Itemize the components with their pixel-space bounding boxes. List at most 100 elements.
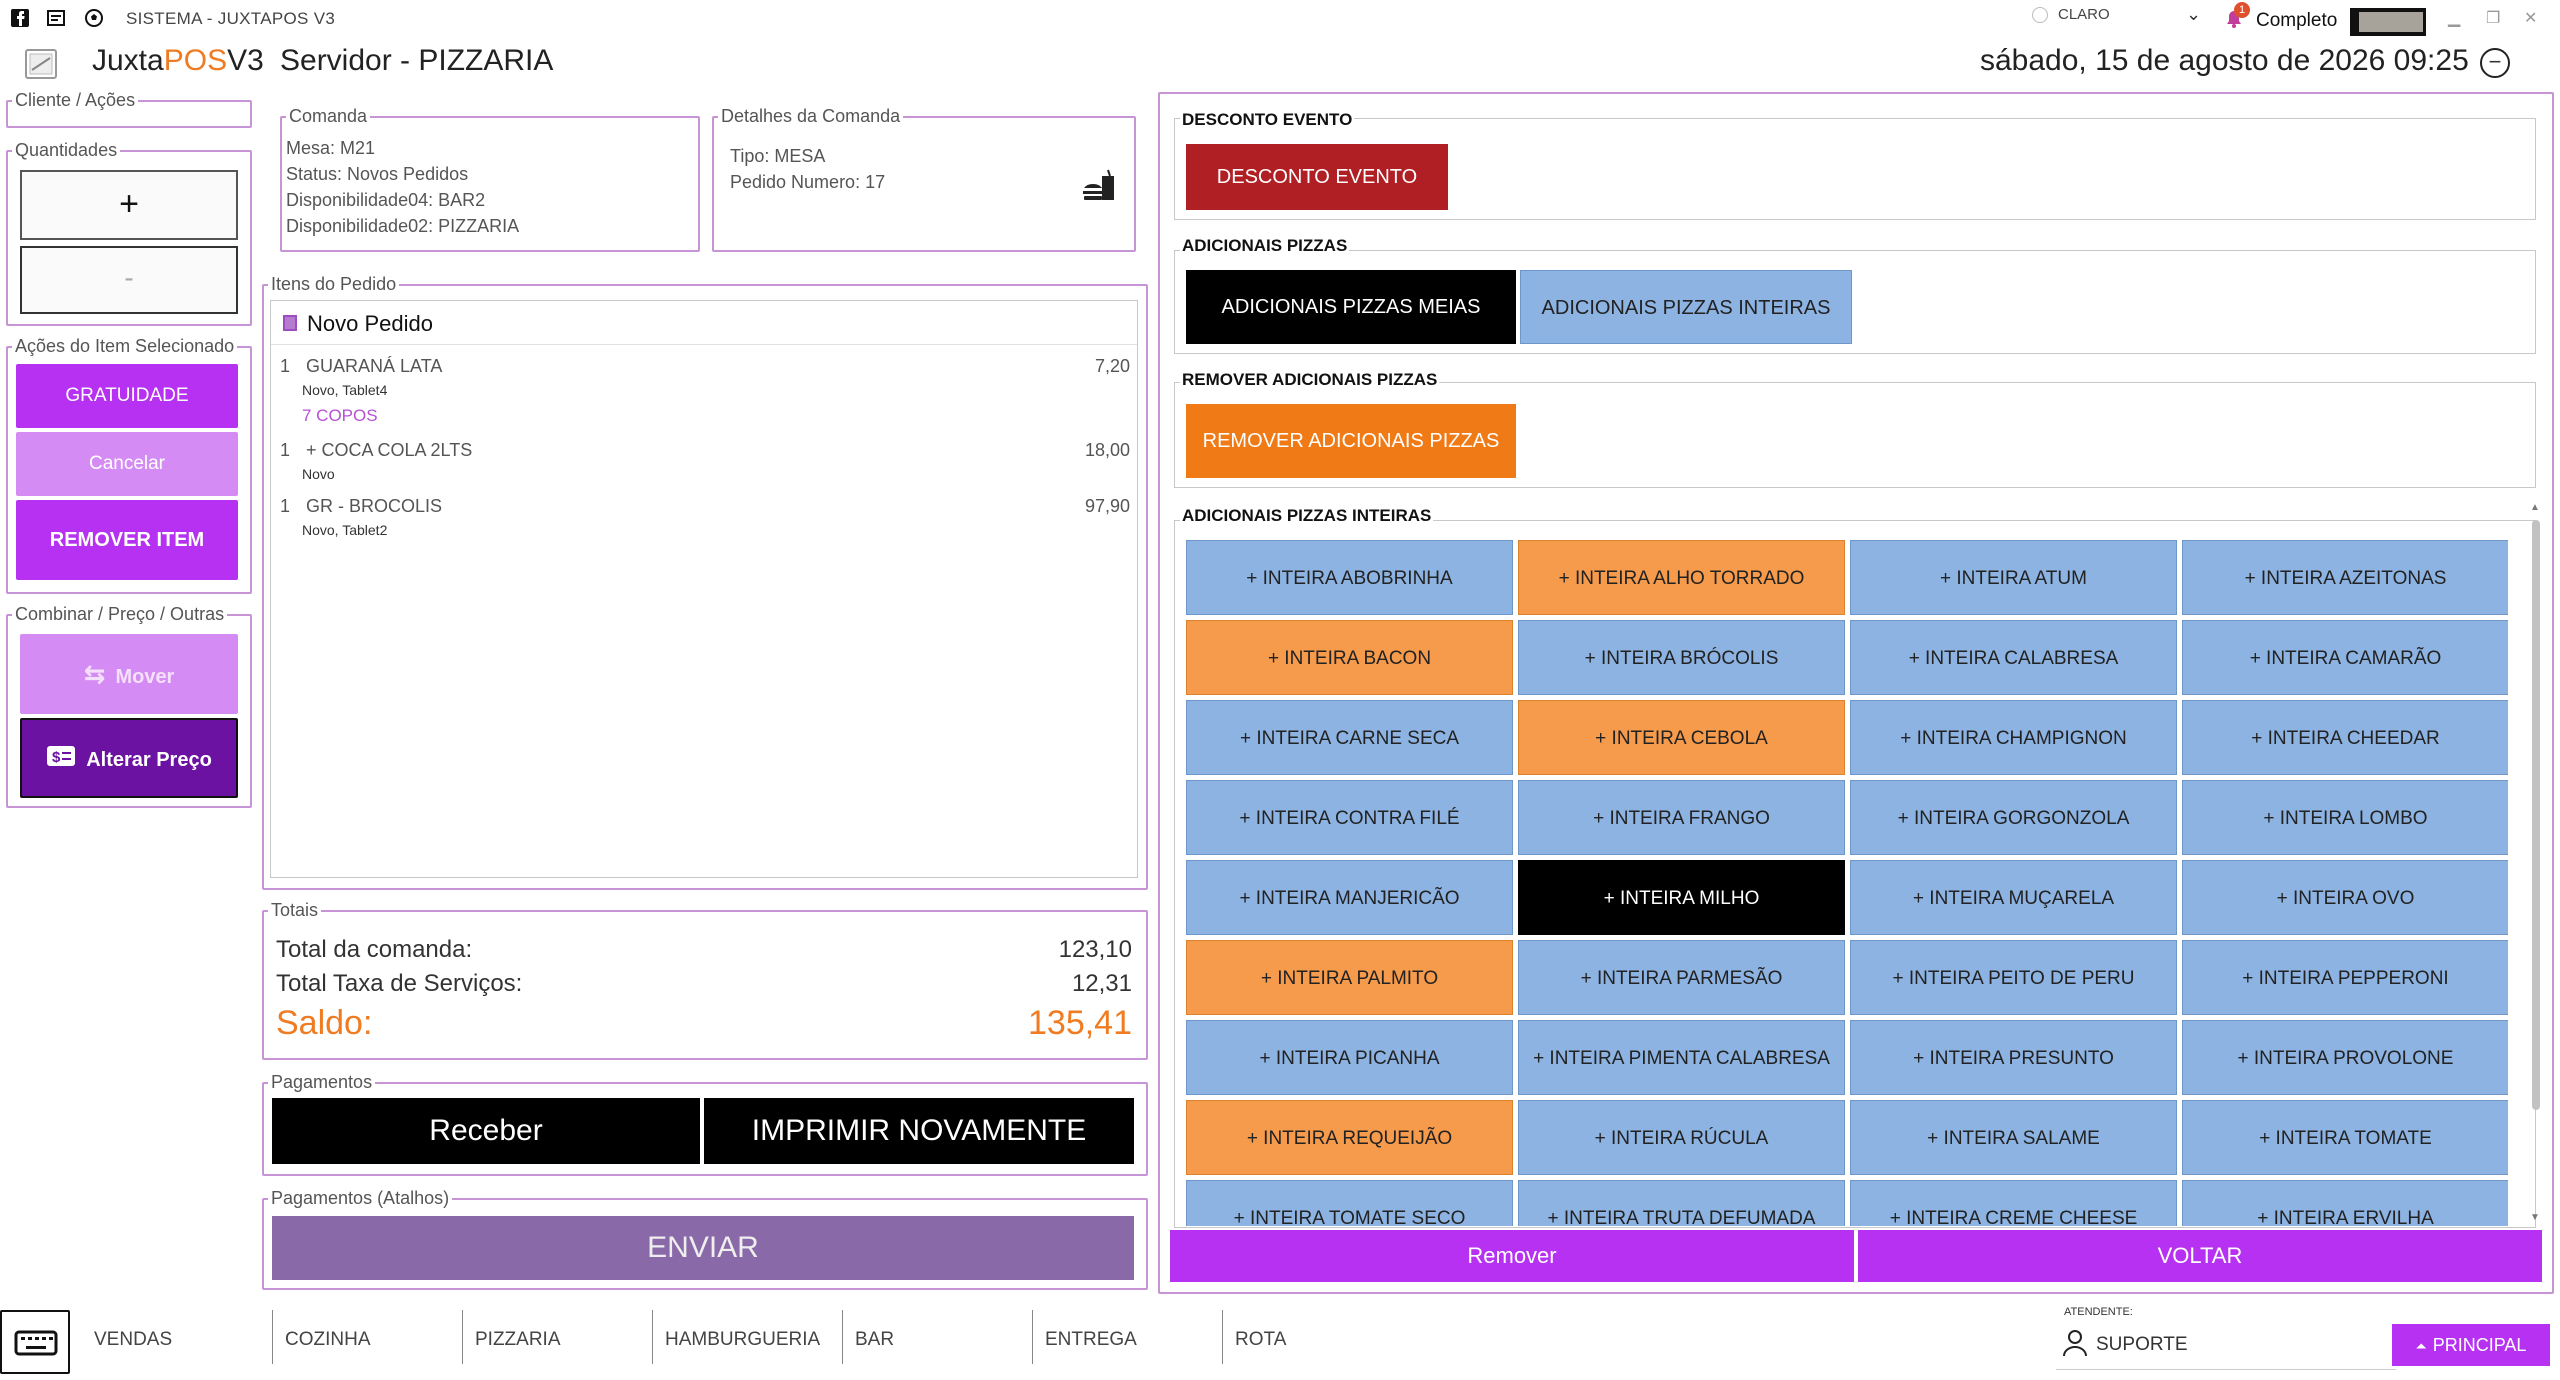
acoes-label: Ações do Item Selecionado — [12, 336, 238, 357]
topping-tile[interactable]: + INTEIRA SALAME — [1850, 1100, 2177, 1175]
tab-bar[interactable]: BAR — [842, 1310, 1030, 1364]
cancelar-button[interactable]: Cancelar — [16, 432, 238, 496]
restore-icon[interactable]: ❐ — [2486, 10, 2501, 27]
topping-tile[interactable]: + INTEIRA MUÇARELA — [1850, 860, 2177, 935]
scroll-down-icon[interactable]: ▼ — [2530, 1212, 2540, 1223]
tab-cozinha[interactable]: COZINHA — [272, 1310, 460, 1364]
topping-tile[interactable]: + INTEIRA PEPPERONI — [2182, 940, 2508, 1015]
saldo-value: 135,41 — [1028, 1004, 1132, 1042]
topping-tile[interactable]: + INTEIRA CONTRA FILÉ — [1186, 780, 1513, 855]
topping-tile[interactable]: + INTEIRA PIMENTA CALABRESA — [1518, 1020, 1845, 1095]
receber-button[interactable]: Receber — [272, 1098, 700, 1164]
item-price: 97,90 — [1084, 496, 1130, 516]
topping-tile[interactable]: + INTEIRA CREME CHEESE — [1850, 1180, 2177, 1226]
theme-toggle[interactable]: CLARO — [2032, 6, 2110, 23]
decrease-button[interactable]: - — [20, 246, 238, 314]
tab-vendas[interactable]: VENDAS — [94, 1329, 173, 1350]
minimize-icon[interactable]: ▁ — [2448, 10, 2461, 27]
topping-tile[interactable]: + INTEIRA BACON — [1186, 620, 1513, 695]
tab-hamburgueria[interactable]: HAMBURGUERIA — [652, 1310, 840, 1364]
window-icon[interactable] — [46, 8, 66, 28]
topping-tile[interactable]: + INTEIRA ERVILHA — [2182, 1180, 2508, 1226]
items-list[interactable]: Novo Pedido — [270, 300, 1138, 878]
keyboard-icon[interactable] — [0, 1310, 70, 1374]
topping-tile[interactable]: + INTEIRA PICANHA — [1186, 1020, 1513, 1095]
tab-pizzaria[interactable]: PIZZARIA — [462, 1310, 650, 1364]
soccer-ball-icon[interactable] — [84, 8, 104, 28]
topping-tile[interactable]: + INTEIRA PROVOLONE — [2182, 1020, 2508, 1095]
novo-pedido-title: Novo Pedido — [307, 311, 433, 336]
detalhes-group: Detalhes da Comanda — [712, 106, 1136, 252]
adicionais-meias-button[interactable]: ADICIONAIS PIZZAS MEIAS — [1186, 270, 1516, 344]
topping-tile[interactable]: + INTEIRA GORGONZOLA — [1850, 780, 2177, 855]
tab-rota[interactable]: ROTA — [1222, 1310, 1410, 1364]
app-name-suffix: V3 — [227, 44, 264, 77]
topping-tile[interactable]: + INTEIRA TOMATE SECO — [1186, 1180, 1513, 1226]
notification-badge: 1 — [2234, 2, 2250, 18]
principal-button[interactable]: ⏶ PRINCIPAL — [2392, 1324, 2550, 1366]
topping-tile[interactable]: + INTEIRA MILHO — [1518, 860, 1845, 935]
mover-button[interactable]: ⇆ Mover — [20, 634, 238, 714]
topping-tile[interactable]: + INTEIRA PEITO DE PERU — [1850, 940, 2177, 1015]
adicionais-inteiras-button[interactable]: ADICIONAIS PIZZAS INTEIRAS — [1520, 270, 1852, 344]
remover-button[interactable]: Remover — [1170, 1230, 1854, 1282]
remover-item-button[interactable]: REMOVER ITEM — [16, 500, 238, 580]
topping-tile[interactable]: + INTEIRA PARMESÃO — [1518, 940, 1845, 1015]
topping-tile[interactable]: + INTEIRA LOMBO — [2182, 780, 2508, 855]
gratuidade-button[interactable]: GRATUIDADE — [16, 364, 238, 428]
toggle-knob — [2359, 12, 2423, 32]
price-tag-icon: $ — [46, 721, 76, 801]
topping-tile[interactable]: + INTEIRA AZEITONAS — [2182, 540, 2508, 615]
topping-tile[interactable]: + INTEIRA CHEEDAR — [2182, 700, 2508, 775]
comanda-disp04: Disponibilidade04: BAR2 — [286, 190, 486, 210]
facebook-icon[interactable] — [10, 8, 30, 28]
totais-group: Totais — [262, 900, 1148, 1060]
comanda-group: Comanda — [280, 106, 700, 252]
quantidades-group: Quantidades — [6, 140, 252, 326]
topping-tile[interactable]: + INTEIRA OVO — [2182, 860, 2508, 935]
topping-tile[interactable]: + INTEIRA BRÓCOLIS — [1518, 620, 1845, 695]
topping-tile[interactable]: + INTEIRA REQUEIJÃO — [1186, 1100, 1513, 1175]
voltar-button[interactable]: VOLTAR — [1858, 1230, 2542, 1282]
grid-scroll-thumb[interactable] — [2532, 520, 2540, 1110]
collapse-icon[interactable]: − — [2480, 48, 2510, 78]
increase-button[interactable]: + — [20, 170, 238, 240]
mode-toggle[interactable] — [2350, 8, 2426, 36]
acoes-group: Ações do Item Selecionado — [6, 336, 252, 594]
atendente-field[interactable]: SUPORTE — [2056, 1320, 2396, 1370]
theme-label: CLARO — [2058, 6, 2110, 23]
topping-tile[interactable]: + INTEIRA CARNE SECA — [1186, 700, 1513, 775]
topping-tile[interactable]: + INTEIRA ABOBRINHA — [1186, 540, 1513, 615]
datetime: sábado, 15 de agosto de 2026 09:25 — [1980, 44, 2469, 77]
theme-radio[interactable] — [2032, 6, 2048, 23]
chevron-down-icon[interactable]: ⌄ — [2186, 4, 2202, 24]
comanda-disp02: Disponibilidade02: PIZZARIA — [286, 216, 520, 236]
topping-tile[interactable]: + INTEIRA FRANGO — [1518, 780, 1845, 855]
enviar-button[interactable]: ENVIAR — [272, 1216, 1134, 1280]
topping-tile[interactable]: + INTEIRA TRUTA DEFUMADA — [1518, 1180, 1845, 1226]
topping-tile[interactable]: + INTEIRA CALABRESA — [1850, 620, 2177, 695]
topping-tile[interactable]: + INTEIRA CAMARÃO — [2182, 620, 2508, 695]
cliente-label: Cliente / Ações — [12, 90, 139, 111]
notification-bell-icon[interactable]: 1 — [2220, 2, 2250, 32]
alterar-preco-button[interactable]: $ Alterar Preço — [20, 718, 238, 798]
tab-entrega[interactable]: ENTREGA — [1032, 1310, 1220, 1364]
remover-adicionais-button[interactable]: REMOVER ADICIONAIS PIZZAS — [1186, 404, 1516, 478]
topping-tile[interactable]: + INTEIRA ALHO TORRADO — [1518, 540, 1845, 615]
topping-tile[interactable]: + INTEIRA MANJERICÃO — [1186, 860, 1513, 935]
topping-tile[interactable]: + INTEIRA PALMITO — [1186, 940, 1513, 1015]
comanda-status: Status: Novos Pedidos — [286, 164, 469, 184]
atalhos-group: Pagamentos (Atalhos) — [262, 1188, 1148, 1290]
desconto-evento-button[interactable]: DESCONTO EVENTO — [1186, 144, 1448, 210]
topping-tile[interactable]: + INTEIRA RÚCULA — [1518, 1100, 1845, 1175]
close-icon[interactable]: ✕ — [2524, 10, 2538, 27]
item-qty: 1 — [280, 440, 291, 460]
scroll-up-icon[interactable]: ▲ — [2530, 502, 2540, 513]
topping-tile[interactable]: + INTEIRA CEBOLA — [1518, 700, 1845, 775]
topping-tile[interactable]: + INTEIRA ATUM — [1850, 540, 2177, 615]
imprimir-button[interactable]: IMPRIMIR NOVAMENTE — [704, 1098, 1134, 1164]
item-status: Novo, Tablet4 — [302, 382, 388, 398]
topping-tile[interactable]: + INTEIRA PRESUNTO — [1850, 1020, 2177, 1095]
topping-tile[interactable]: + INTEIRA TOMATE — [2182, 1100, 2508, 1175]
topping-tile[interactable]: + INTEIRA CHAMPIGNON — [1850, 700, 2177, 775]
